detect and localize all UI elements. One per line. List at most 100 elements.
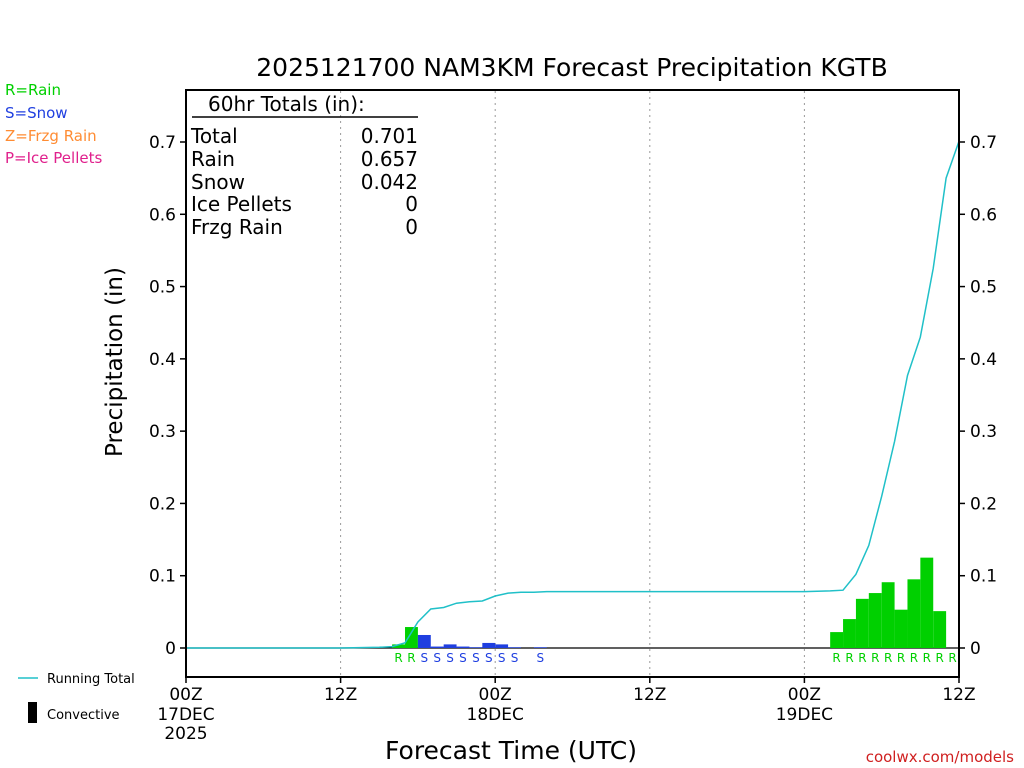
precip-bar	[443, 644, 457, 648]
precip-type-letter: R	[871, 651, 879, 665]
y-tick-label-right: 0	[970, 639, 981, 659]
x-tick-label: 12Z	[942, 685, 975, 705]
precip-bar	[920, 557, 934, 648]
y-tick-label-right: 0.3	[970, 422, 997, 442]
y-tick-label-right: 0.2	[970, 494, 997, 514]
precip-type-letter: S	[433, 651, 441, 665]
convective-swatch	[28, 702, 37, 723]
x-tick-label: 00Z	[788, 685, 821, 705]
precip-bar	[456, 646, 470, 648]
totals-box: 60hr Totals (in): Total 0.701 Rain 0.657…	[190, 92, 418, 239]
precip-bar	[533, 647, 547, 648]
precip-bar	[430, 646, 444, 648]
precip-type-letter: S	[421, 651, 429, 665]
legend-convective: Convective	[47, 708, 120, 723]
legend-rain: R=Rain	[5, 81, 61, 99]
x-tick-label: 12Z	[324, 685, 357, 705]
precip-type-legend: R=Rain S=Snow Z=Frzg Rain P=Ice Pellets	[5, 81, 102, 167]
x-tick-sublabel: 18DEC	[467, 705, 524, 725]
precip-bar	[392, 644, 406, 648]
y-tick-label-left: 0.7	[149, 133, 176, 153]
totals-row-label: Total	[190, 124, 238, 148]
precip-type-letter: R	[832, 651, 840, 665]
precip-bar	[868, 593, 882, 648]
y-tick-label-right: 0.5	[970, 278, 997, 298]
running-total-layer	[186, 141, 960, 649]
x-tick-label: 12Z	[633, 685, 666, 705]
precip-bar	[482, 642, 496, 648]
precip-bar	[495, 644, 509, 648]
running-total-line	[186, 141, 960, 649]
precip-bar	[508, 647, 521, 648]
precip-type-letter: R	[910, 651, 918, 665]
chart-title: 2025121700 NAM3KM Forecast Precipitation…	[256, 53, 887, 82]
precip-type-letter: S	[446, 651, 454, 665]
precip-type-letter: R	[948, 651, 956, 665]
precip-bar	[894, 609, 908, 648]
precip-type-letter: R	[845, 651, 853, 665]
precip-bar	[417, 634, 431, 648]
x-axis-label: Forecast Time (UTC)	[385, 736, 637, 765]
totals-row-label: Ice Pellets	[191, 192, 292, 216]
precip-type-letter: R	[407, 651, 415, 665]
y-tick-label-right: 0.7	[970, 133, 997, 153]
totals-header: 60hr Totals (in):	[208, 92, 365, 116]
totals-row-label: Snow	[191, 170, 245, 194]
x-tick-sublabel: 2025	[164, 724, 207, 744]
precip-bar	[830, 632, 844, 648]
precip-bar	[855, 598, 869, 648]
grid-lines	[186, 91, 959, 676]
y-tick-label-left: 0.3	[149, 422, 176, 442]
plot-frame	[185, 89, 960, 678]
y-tick-label-left: 0.5	[149, 278, 176, 298]
precip-type-letter: S	[472, 651, 480, 665]
y-tick-label-right: 0.6	[970, 205, 997, 225]
totals-row-value: 0	[405, 192, 418, 216]
y-axis-right: 0 0.1 0.2 0.3 0.4 0.5 0.6 0.7	[959, 133, 997, 659]
y-axis-label: Precipitation (in)	[102, 267, 128, 457]
legend-running-total: Running Total	[47, 672, 135, 687]
precip-type-letter: R	[897, 651, 905, 665]
precip-bar	[933, 611, 947, 648]
y-tick-label-right: 0.1	[970, 567, 997, 587]
precip-type-letter: S	[485, 651, 493, 665]
precip-type-letter: R	[858, 651, 866, 665]
x-tick-sublabel: 17DEC	[157, 705, 214, 725]
precip-bar	[843, 619, 856, 648]
precip-bar	[907, 579, 921, 648]
precip-bar	[881, 582, 895, 648]
x-tick-sublabel: 19DEC	[776, 705, 833, 725]
y-tick-label-left: 0.6	[149, 205, 176, 225]
precip-type-letter: R	[394, 651, 402, 665]
precip-type-letter: S	[511, 651, 519, 665]
totals-row-value: 0.657	[361, 147, 418, 171]
totals-row-value: 0	[405, 215, 418, 239]
totals-row-label: Frzg Rain	[191, 215, 283, 239]
credit-text: coolwx.com/models	[866, 748, 1014, 766]
precip-bar	[469, 647, 483, 648]
precip-type-letter: R	[884, 651, 892, 665]
legend-snow: S=Snow	[5, 104, 68, 122]
precip-type-letter: R	[936, 651, 944, 665]
y-tick-label-left: 0.2	[149, 494, 176, 514]
totals-row-label: Rain	[191, 147, 235, 171]
bottom-legend: Running Total Convective	[18, 672, 135, 723]
y-tick-label-right: 0.4	[970, 350, 997, 370]
x-tick-label: 00Z	[169, 685, 202, 705]
totals-row-value: 0.701	[361, 124, 418, 148]
precip-type-letter: S	[536, 651, 544, 665]
legend-ice-pellets: P=Ice Pellets	[5, 149, 102, 167]
precip-type-letter: S	[498, 651, 506, 665]
y-tick-label-left: 0.1	[149, 567, 176, 587]
precip-type-letter: S	[459, 651, 467, 665]
y-axis-left: 0 0.1 0.2 0.3 0.4 0.5 0.6 0.7	[149, 133, 186, 659]
totals-row-value: 0.042	[361, 170, 418, 194]
legend-frzg-rain: Z=Frzg Rain	[5, 127, 97, 145]
precip-bar	[405, 627, 418, 648]
precip-type-letter: R	[923, 651, 931, 665]
precip-bars	[392, 557, 947, 648]
y-tick-label-left: 0	[165, 639, 176, 659]
x-tick-label: 00Z	[479, 685, 512, 705]
